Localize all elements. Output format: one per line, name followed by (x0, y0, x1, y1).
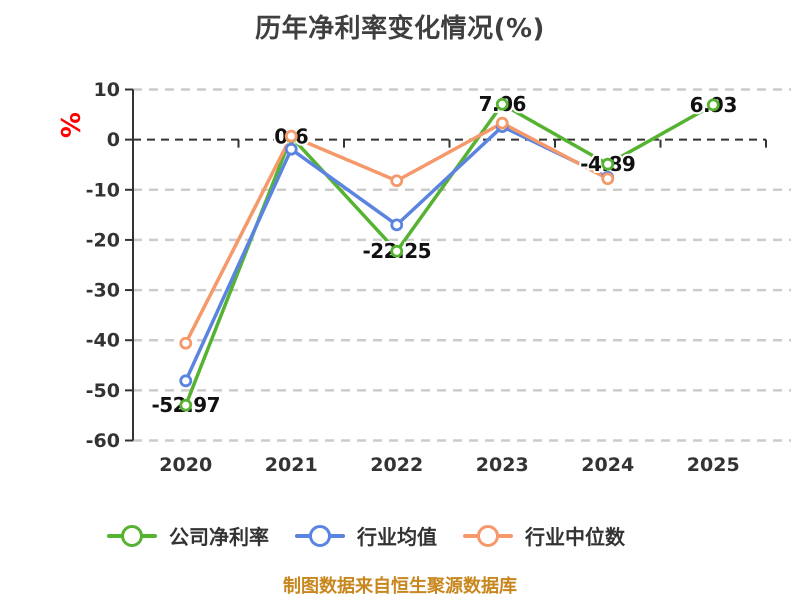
data-point-company-net-margin (601, 157, 615, 171)
data-point-industry-mean (179, 374, 193, 388)
legend-dot (309, 524, 331, 547)
y-axis-tick-label: -20 (86, 229, 120, 251)
data-point-label: -22.25 (362, 239, 431, 263)
x-axis-tick-label: 2025 (687, 454, 740, 476)
data-source-note: 制图数据来自恒生聚源数据库 (283, 576, 517, 597)
data-point-industry-median (495, 116, 509, 130)
y-axis-tick-label: -60 (86, 430, 120, 452)
data-point-company-net-margin (706, 98, 720, 112)
data-point-industry-median (601, 172, 615, 186)
x-axis-tick-label: 2020 (159, 454, 212, 476)
data-point-industry-mean (284, 142, 298, 156)
y-axis-tick-label: 0 (107, 129, 120, 151)
y-axis-tick-label: -40 (86, 330, 120, 352)
legend-item-industry-median[interactable]: 行业中位数 (463, 521, 625, 550)
data-point-industry-mean (390, 218, 404, 232)
legend-dot (477, 524, 499, 547)
legend-marker-icon (107, 524, 157, 547)
x-axis-tick-label: 2021 (265, 454, 318, 476)
x-axis-tick-label: 2023 (476, 454, 529, 476)
legend-label: 行业中位数 (525, 525, 625, 549)
legend-item-industry-mean[interactable]: 行业均值 (295, 521, 437, 550)
x-axis-tick-label: 2022 (370, 454, 423, 476)
legend-label: 行业均值 (357, 525, 437, 549)
chart-title: 历年净利率变化情况(%) (255, 14, 545, 44)
data-point-industry-median (179, 336, 193, 350)
data-point-company-net-margin (495, 97, 509, 111)
series-line-company-net-margin (184, 102, 715, 407)
y-axis-tick-label: 10 (94, 79, 120, 101)
data-point-company-net-margin (390, 244, 404, 258)
y-axis-tick-label: -10 (86, 179, 120, 201)
legend: 公司净利率 行业均值 行业中位数 (0, 521, 766, 550)
data-point-company-net-margin (179, 398, 193, 412)
data-point-industry-median (390, 174, 404, 188)
legend-marker-icon (295, 524, 345, 547)
y-axis-tick-label: -50 (86, 380, 120, 402)
x-axis-tick-label: 2024 (581, 454, 634, 476)
data-point-industry-median (284, 129, 298, 143)
legend-marker-icon (463, 524, 513, 547)
legend-label: 公司净利率 (169, 525, 269, 549)
series-line-industry-median (184, 121, 610, 345)
legend-item-company-net-margin[interactable]: 公司净利率 (107, 521, 269, 550)
legend-dot (121, 524, 143, 547)
data-point-label: -52.97 (151, 393, 220, 417)
y-axis-tick-label: -30 (86, 280, 120, 302)
